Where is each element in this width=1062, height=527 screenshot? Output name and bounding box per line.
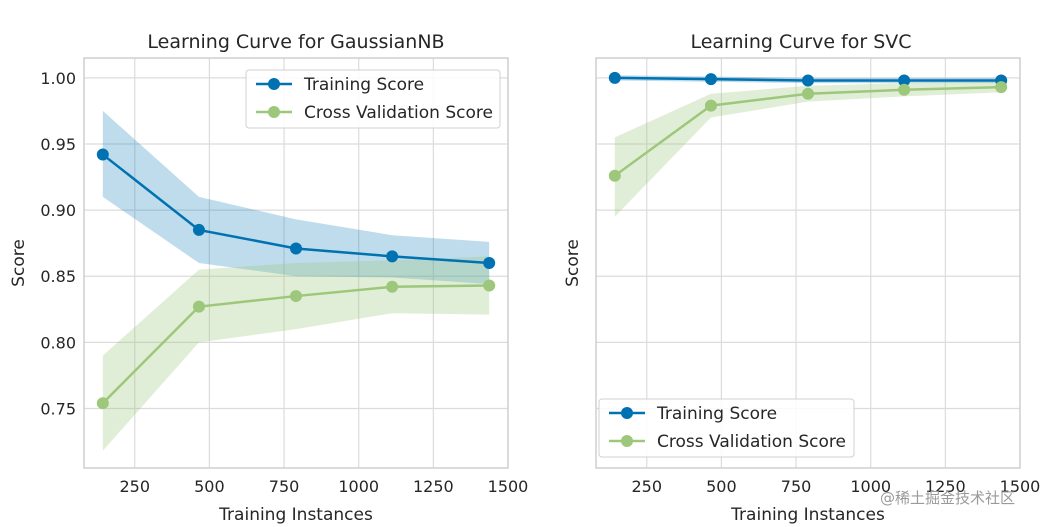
point-training [483,257,496,269]
x-tick-label: 500 [706,477,737,496]
point-cv [704,99,717,112]
point-training [96,148,109,161]
legend-box [245,69,501,129]
x-axis-label: Training Instances [730,505,885,525]
point-cv [290,290,302,303]
x-tick-label: 1000 [338,477,379,496]
point-cv [995,81,1008,94]
y-tick-label: 0.85 [40,267,76,286]
point-cv [608,169,621,182]
band-cv [614,81,1002,217]
point-training [608,71,621,84]
legend-label: Training Score [656,404,777,424]
point-training [704,73,717,86]
x-tick-label: 1500 [1000,477,1041,496]
legend-marker [268,106,280,118]
point-cv [802,87,814,100]
chart-title: Learning Curve for GaussianNB [147,31,444,53]
x-tick-label: 1500 [488,477,529,496]
x-tick-label: 750 [269,477,300,496]
y-tick-label: 0.75 [40,399,76,418]
legend-label: Training Score [303,75,424,95]
x-tick-label: 1000 [850,477,891,496]
legend-label: Cross Validation Score [657,432,846,452]
watermark-text: @稀土掘金技术社区 [880,489,1015,507]
point-cv [96,397,109,410]
legend-marker [621,435,633,447]
y-tick-label: 0.95 [40,135,76,154]
chart-title: Learning Curve for SVC [690,31,911,53]
y-tick-label: 0.90 [40,201,76,220]
y-tick-label: 0.80 [40,333,76,352]
point-training [898,74,911,87]
x-tick-label: 1250 [413,477,454,496]
legend-box [598,398,855,458]
y-axis-label: Score [9,239,29,287]
chart-svc: 250 500 750 1000 1250 1500 Learning Curve for … [563,31,1040,525]
point-training [192,223,205,236]
axes-frame [83,57,509,469]
y-tick-label: 1.00 [40,69,76,88]
legend: Training Score Cross Validation Score [245,69,501,129]
point-training [386,250,399,263]
x-axis-label: Training Instances [218,505,373,525]
legend-marker [268,78,280,90]
x-tick-label: 250 [631,477,662,496]
chart-gaussiannb: 250 500 750 1000 1250 1500 0.75 0.80 0.85 0.90 0.9… [9,31,528,525]
x-tick-label: 1250 [925,477,966,496]
legend-marker [621,407,633,419]
y-axis-label: Score [563,239,583,287]
x-tick-label: 750 [781,477,812,496]
legend: Training Score Cross Validation Score [598,398,855,458]
legend-label: Cross Validation Score [304,103,493,123]
point-training [290,242,302,255]
point-training [802,74,814,87]
point-cv [386,280,399,293]
x-tick-label: 500 [194,477,225,496]
axes-frame [595,57,1021,469]
point-cv [192,300,205,313]
x-tick-label: 250 [119,477,150,496]
point-cv [483,279,496,292]
band-training [102,110,490,285]
point-cv [898,83,911,96]
